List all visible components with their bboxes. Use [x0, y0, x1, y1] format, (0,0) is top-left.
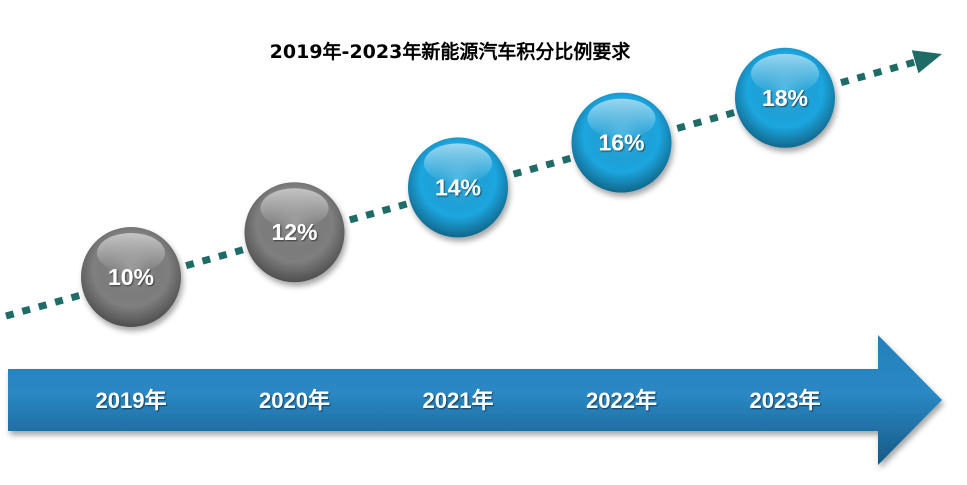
data-points: 10% 12% 14% 16% 18%: [81, 47, 835, 327]
data-point: 10%: [81, 227, 181, 327]
data-point-label: 18%: [762, 85, 808, 111]
year-label: 2019年: [96, 388, 167, 413]
data-point-label: 10%: [108, 264, 154, 290]
year-labels: 2019年 2020年 2021年 2022年 2023年: [96, 388, 821, 413]
year-label: 2023年: [750, 388, 821, 413]
year-label: 2021年: [423, 388, 494, 413]
data-point-label: 12%: [271, 219, 317, 245]
data-point-gloss: [97, 233, 165, 273]
year-label: 2022年: [586, 388, 657, 413]
data-point: 16%: [571, 92, 672, 193]
data-point: 14%: [408, 137, 508, 238]
data-point-gloss: [424, 143, 492, 184]
data-point: 12%: [244, 182, 345, 283]
year-label: 2020年: [259, 388, 330, 413]
chart-title: 2019年-2023年新能源汽车积分比例要求: [270, 40, 632, 63]
trend-arrowhead-icon: [911, 50, 942, 74]
timeline-arrow-icon: [8, 335, 942, 465]
data-point: 18%: [735, 47, 835, 148]
data-point-label: 14%: [435, 174, 481, 200]
data-point-gloss: [260, 188, 329, 229]
data-point-gloss: [587, 98, 656, 139]
data-point-gloss: [751, 53, 819, 94]
data-point-label: 16%: [598, 130, 644, 156]
